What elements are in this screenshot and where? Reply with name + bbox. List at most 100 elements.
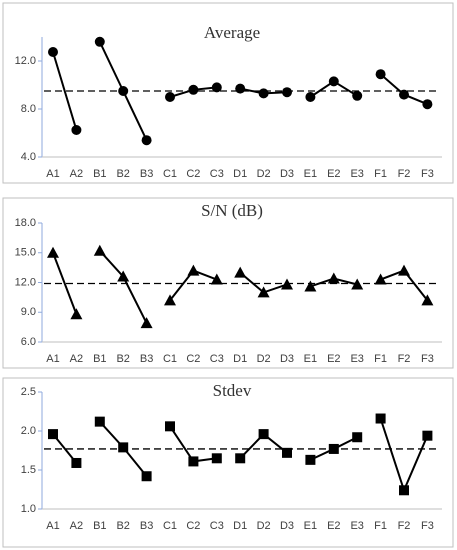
marker [398,264,410,276]
marker [351,278,364,290]
panel-border [2,377,454,548]
x-tick-label: F1 [374,168,387,180]
marker [117,270,130,282]
y-tick-label: 1.5 [21,464,36,476]
chart-title: Average [204,23,260,42]
marker [140,317,153,329]
y-tick-label: 6.0 [21,336,36,348]
x-tick-label: C3 [210,520,224,532]
x-tick-label: A1 [46,168,59,180]
marker [399,485,409,496]
x-tick-label: E3 [350,168,363,180]
y-tick-label: 2.0 [21,425,36,437]
marker [141,471,152,482]
marker [399,89,409,100]
x-tick-label: B2 [116,520,129,532]
marker [258,88,269,99]
marker [305,92,316,102]
x-tick-label: D1 [233,520,247,532]
marker [165,421,175,432]
x-tick-label: C2 [186,353,200,365]
marker [352,90,363,101]
x-tick-label: C1 [163,353,177,365]
x-tick-label: D3 [280,520,294,532]
x-tick-label: F1 [374,353,387,365]
marker [164,294,176,306]
x-tick-label: E3 [350,520,363,532]
x-tick-label: C1 [163,168,177,180]
series-line [52,51,78,131]
panel-border [2,197,454,369]
marker [48,429,58,440]
marker [94,416,105,427]
x-tick-label: F3 [421,168,434,180]
x-tick-label: A2 [70,520,83,532]
x-tick-label: E2 [327,168,340,180]
marker [141,135,152,146]
marker [188,84,199,95]
x-tick-label: D2 [257,520,271,532]
y-tick-label: 18.0 [15,217,36,229]
x-tick-label: B3 [140,520,153,532]
series-line [52,252,78,315]
y-tick-label: 12.0 [15,55,36,67]
x-tick-label: E1 [304,168,317,180]
y-tick-label: 8.0 [21,103,36,115]
y-tick-label: 4.0 [21,151,36,163]
marker [47,246,59,258]
x-tick-label: F3 [421,353,434,365]
marker [118,442,129,453]
series-line [99,250,148,324]
x-tick-label: A2 [70,353,83,365]
marker [70,308,83,320]
marker [48,47,58,57]
marker [188,456,199,467]
y-tick-label: 1.0 [21,503,36,515]
x-tick-label: F3 [421,520,434,532]
x-tick-label: E2 [327,520,340,532]
x-tick-label: D3 [280,168,294,180]
y-tick-label: 12.0 [15,276,36,288]
series-line [379,418,429,494]
x-tick-label: B3 [140,353,153,365]
x-tick-label: B2 [116,353,129,365]
x-tick-label: C2 [186,520,200,532]
x-tick-label: B1 [93,353,106,365]
x-tick-label: B3 [140,168,153,180]
x-tick-label: F2 [398,520,411,532]
series-line [169,425,217,463]
marker [234,266,247,278]
x-tick-label: D1 [233,353,247,365]
marker [258,429,269,440]
marker [210,273,223,285]
marker [187,264,200,276]
marker [282,87,292,98]
panel-border [2,2,454,184]
marker [94,36,105,47]
x-tick-label: E1 [304,520,317,532]
x-tick-label: A2 [70,168,83,180]
marker [118,86,129,96]
x-tick-label: E2 [327,353,340,365]
x-tick-label: D2 [257,353,271,365]
marker [422,99,433,110]
x-tick-label: B1 [93,520,106,532]
chart-title: Stdev [213,381,252,400]
marker [281,278,293,290]
marker [165,92,175,102]
marker [71,457,82,468]
x-tick-label: F2 [398,353,411,365]
y-tick-label: 9.0 [21,306,36,318]
marker [422,430,433,441]
x-tick-label: C1 [163,520,177,532]
series-line [379,73,428,106]
y-tick-label: 2.5 [21,386,36,398]
marker [327,272,340,284]
y-tick-label: 15.0 [15,247,36,259]
x-tick-label: A1 [46,520,59,532]
x-tick-label: F1 [374,520,387,532]
x-tick-label: A1 [46,353,59,365]
marker [71,125,82,135]
marker [305,454,316,465]
